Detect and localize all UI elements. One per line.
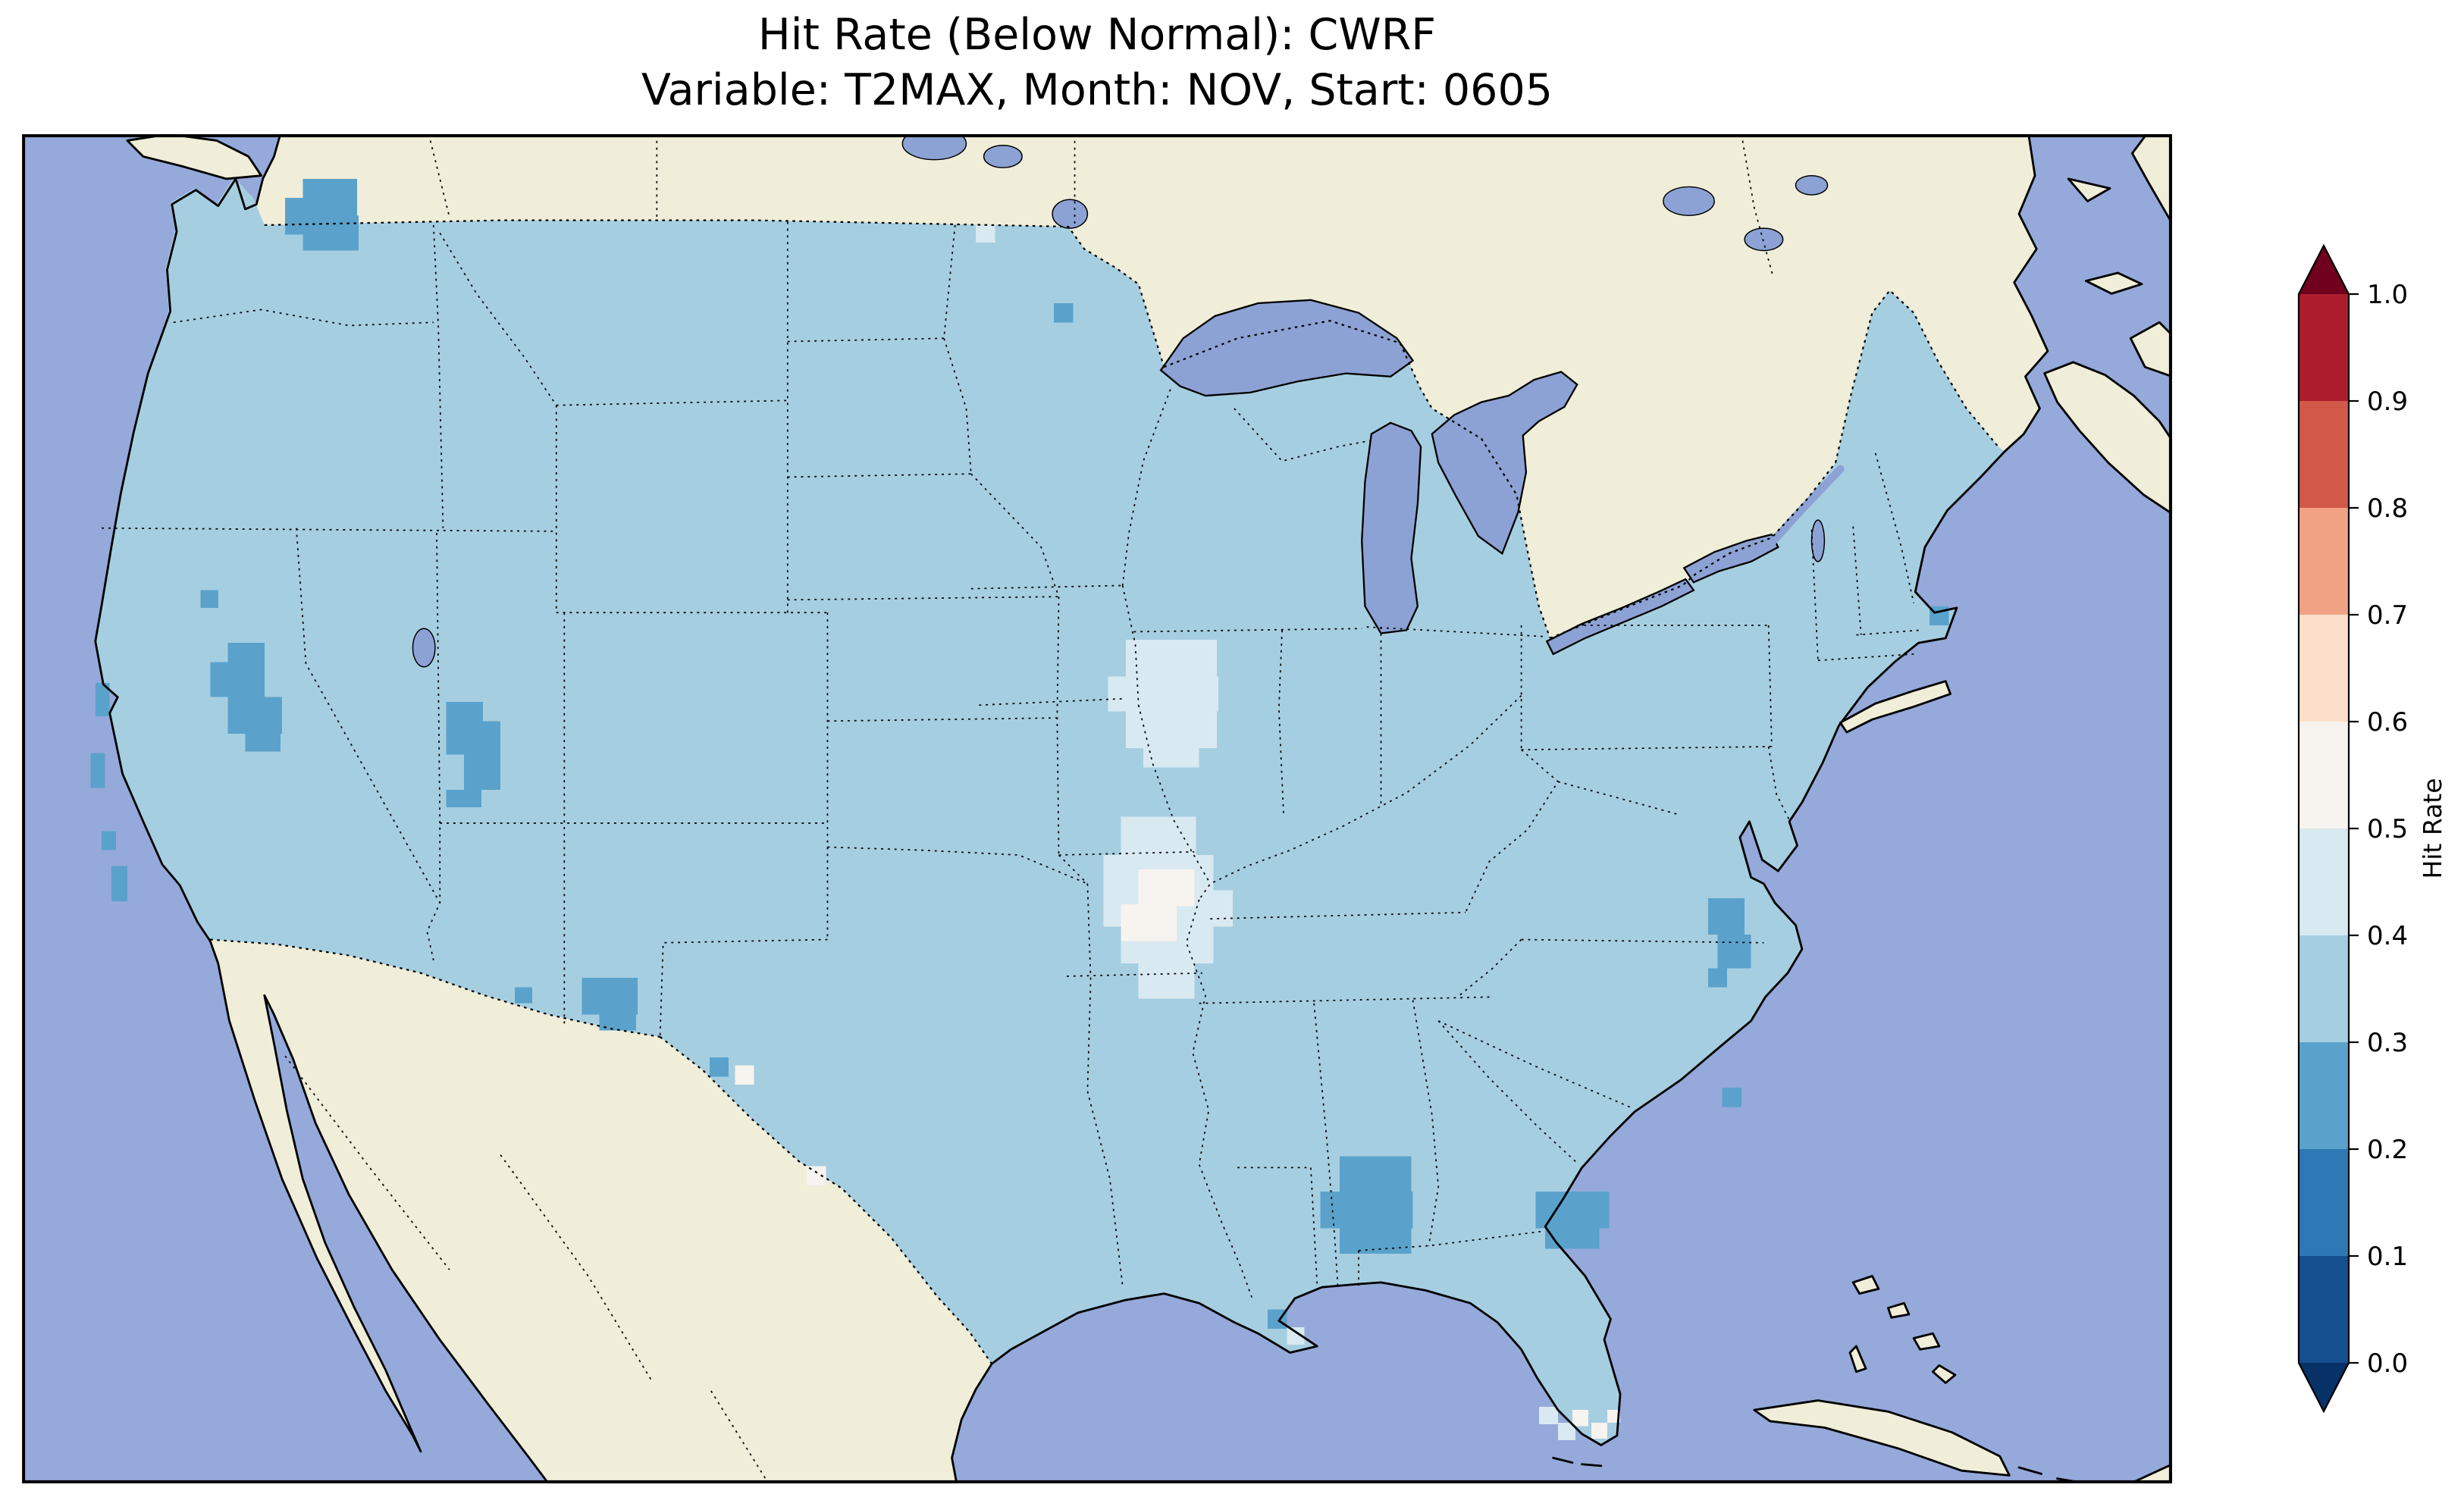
hit-rate-cell-0.2-0.3 [90, 753, 105, 788]
hit-rate-cell-0.4-0.5 [976, 224, 995, 243]
lake-huron [1431, 371, 1578, 556]
hit-rate-cell-0.5-0.6 [1572, 1410, 1588, 1427]
hit-rate-cell-0.4-0.5 [1125, 639, 1217, 677]
colorbar-bin-0.9-1.0 [2299, 294, 2349, 402]
hit-rate-cell-0.2-0.3 [227, 643, 265, 662]
hit-rate-cell-0.5-0.6 [1607, 1410, 1621, 1424]
florida-keys [1552, 1456, 1603, 1467]
colorbar-panel: 1.0 0.9 0.8 0.7 0.6 0.5 0.4 0.3 0.2 0.1 0.0 Hit Ra… [2291, 241, 2458, 1439]
us-map [22, 134, 2172, 1483]
hit-rate-cell-0.2-0.3 [1339, 1156, 1412, 1192]
hit-rate-cell-0.2-0.3 [210, 662, 265, 697]
colorbar-tick-label: 0.4 [2367, 921, 2408, 951]
hit-rate-cell-0.2-0.3 [446, 789, 481, 807]
hit-rate-cell-0.2-0.3 [321, 215, 359, 251]
figure-title: Hit Rate (Below Normal): CWRF Variable: … [22, 8, 2172, 118]
colorbar-bin-0.5-0.6 [2299, 722, 2349, 829]
hit-rate-cell-0.5-0.6 [1591, 1423, 1608, 1439]
hit-rate-cell-0.2-0.3 [245, 734, 281, 752]
conus-hit-rate-fill [95, 177, 2005, 1445]
colorbar-extend-over [2299, 246, 2349, 294]
colorbar-tick-label: 0.5 [2367, 814, 2408, 844]
hit-rate-cell-0.4-0.5 [1558, 1423, 1576, 1441]
hit-rate-cell-0.2-0.3 [285, 198, 322, 235]
hit-rate-cell-0.4-0.5 [1108, 676, 1218, 712]
hit-rate-cell-0.2-0.3 [1717, 935, 1751, 969]
colorbar-tick-label: 0.9 [2367, 387, 2408, 417]
lake-superior [1159, 299, 1415, 397]
colorbar-tick-label: 0.1 [2367, 1242, 2408, 1272]
hit-rate-cell-0.2-0.3 [463, 754, 501, 790]
hit-rate-cell-0.5-0.6 [735, 1065, 754, 1085]
colorbar-tick-label: 1.0 [2367, 280, 2408, 310]
hit-rate-cell-0.2-0.3 [1722, 1088, 1741, 1107]
colorbar-bin-0.8-0.9 [2299, 401, 2349, 509]
colorbar-bin-0.2-0.3 [2299, 1042, 2349, 1150]
colorbar-tick-label: 0.0 [2367, 1348, 2408, 1379]
colorbar-bin-0.6-0.7 [2299, 615, 2349, 722]
great-lakes [1159, 299, 1845, 656]
colorbar-tick-label: 0.3 [2367, 1028, 2408, 1058]
colorbar-extend-under [2299, 1363, 2349, 1411]
lake-michigan [1361, 421, 1422, 634]
hit-rate-cell-0.2-0.3 [303, 233, 322, 251]
small-lakes [412, 134, 1829, 668]
hit-rate-cell-0.4-0.5 [1125, 711, 1217, 749]
hit-rate-cell-0.2-0.3 [1707, 968, 1728, 988]
hit-rate-cell-0.2-0.3 [1054, 303, 1074, 323]
lake-ontario [1682, 533, 1779, 584]
st-lawrence-river [1769, 465, 1845, 545]
hit-rate-cell-0.2-0.3 [599, 1014, 636, 1031]
hit-rate-cell-0.2-0.3 [95, 682, 110, 716]
hit-rate-cell-0.2-0.3 [1320, 1191, 1413, 1229]
hit-rate-cell-0.5-0.6 [1138, 869, 1195, 907]
colorbar-bin-0.3-0.4 [2299, 935, 2349, 1043]
lake-champlain [1810, 519, 1826, 562]
hit-rate-cell-0.2-0.3 [102, 831, 117, 850]
lake-of-the-woods [1052, 199, 1089, 229]
colorbar-bin-0.7-0.8 [2299, 508, 2349, 615]
hit-rate-cell-0.4-0.5 [1538, 1407, 1559, 1425]
hit-rate-cell-0.2-0.3 [446, 702, 484, 722]
hit-rate-cell-0.2-0.3 [582, 978, 638, 1015]
colorbar-tick-label: 0.2 [2367, 1135, 2408, 1165]
colorbar-bin-0.1-0.2 [2299, 1149, 2349, 1257]
hit-rate-cell-0.2-0.3 [515, 987, 533, 1004]
coastlines [94, 134, 2172, 1483]
hit-rate-cell-0.2-0.3 [709, 1057, 729, 1077]
figure-title-line2: Variable: T2MAX, Month: NOV, Start: 0605 [641, 64, 1553, 115]
colorbar-tick-label: 0.8 [2367, 493, 2408, 524]
great-salt-lake [412, 628, 436, 668]
colorbar-ticks: 1.0 0.9 0.8 0.7 0.6 0.5 0.4 0.3 0.2 0.1 0.0 [2349, 280, 2408, 1379]
figure-title-line1: Hit Rate (Below Normal): CWRF [757, 10, 1437, 60]
hit-rate-cell-0.2-0.3 [227, 697, 282, 734]
hit-rate-cell-0.4-0.5 [1287, 1326, 1305, 1345]
hit-rate-cell-0.2-0.3 [200, 590, 218, 608]
country-borders [210, 219, 1999, 1364]
colorbar-bin-0.0-0.1 [2299, 1256, 2349, 1364]
hit-rate-cell-0.2-0.3 [446, 721, 501, 755]
colorbar-bin-0.4-0.5 [2299, 828, 2349, 936]
hit-rate-cell-0.2-0.3 [111, 866, 127, 902]
colorbar: 1.0 0.9 0.8 0.7 0.6 0.5 0.4 0.3 0.2 0.1 0.0 Hit Ra… [2297, 243, 2447, 1414]
hit-rate-cell-0.5-0.6 [1121, 904, 1177, 941]
colorbar-tick-label: 0.7 [2367, 600, 2408, 631]
state-borders [102, 134, 1920, 1483]
lake-erie [1545, 578, 1695, 656]
hit-rate-cell-0.2-0.3 [1339, 1228, 1412, 1254]
hit-rate-cell-0.2-0.3 [1707, 897, 1745, 935]
colorbar-segments [2299, 246, 2349, 1411]
hit-rate-patches [90, 178, 1949, 1441]
hit-rate-cell-0.4-0.5 [1138, 963, 1195, 999]
map-frame [22, 134, 2172, 1483]
map-panel [22, 134, 2172, 1483]
colorbar-axis-label: Hit Rate [2418, 778, 2447, 879]
hit-rate-cell-0.4-0.5 [1121, 816, 1196, 856]
colorbar-tick-label: 0.6 [2367, 707, 2408, 738]
